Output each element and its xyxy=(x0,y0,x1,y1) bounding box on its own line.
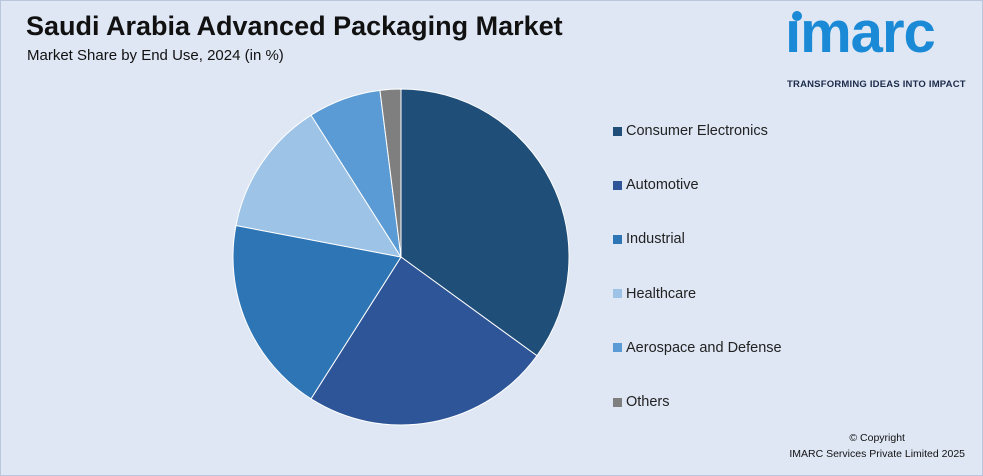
legend-label: Healthcare xyxy=(626,285,697,302)
legend-item-aerospace-and-defense: Aerospace and Defense xyxy=(613,338,782,358)
pie-slice-others xyxy=(379,88,402,258)
legend-swatch xyxy=(613,180,622,190)
logo-wordmark: ımarc xyxy=(785,0,936,65)
pie-slice-automotive xyxy=(310,256,538,426)
chart-title: Saudi Arabia Advanced Packaging Market xyxy=(26,11,563,41)
copyright-line1: © Copyright xyxy=(849,432,905,444)
legend-label: Consumer Electronics xyxy=(626,123,768,139)
legend-swatch xyxy=(613,234,622,244)
pie-slice-consumer-electronics xyxy=(400,88,570,357)
legend-swatch xyxy=(613,126,622,136)
legend-swatch xyxy=(613,343,622,353)
legend-item-healthcare: Healthcare xyxy=(613,284,696,304)
legend-item-consumer-electronics: Consumer Electronics xyxy=(613,121,768,141)
copyright-line2: IMARC Services Private Limited 2025 xyxy=(789,448,965,460)
legend-label: Others xyxy=(626,394,670,410)
imarc-logo: ımarc TRANSFORMING IDEAS INTO IMPACT xyxy=(783,4,973,92)
legend-item-automotive: Automotive xyxy=(613,175,699,195)
legend-swatch xyxy=(613,289,622,299)
chart-subtitle: Market Share by End Use, 2024 (in %) xyxy=(27,47,284,64)
legend-label: Automotive xyxy=(626,177,699,194)
legend-swatch xyxy=(613,397,622,407)
legend-label: Aerospace and Defense xyxy=(626,339,782,356)
legend-item-industrial: Industrial xyxy=(613,229,685,249)
legend-label: Industrial xyxy=(626,231,685,248)
logo-tagline: TRANSFORMING IDEAS INTO IMPACT xyxy=(787,79,966,90)
pie-slice-industrial xyxy=(232,224,402,400)
logo-dot xyxy=(792,11,802,21)
copyright-notice: © Copyright IMARC Services Private Limit… xyxy=(789,430,965,462)
pie-slice-healthcare xyxy=(235,114,403,258)
legend-item-others: Others xyxy=(613,392,670,412)
